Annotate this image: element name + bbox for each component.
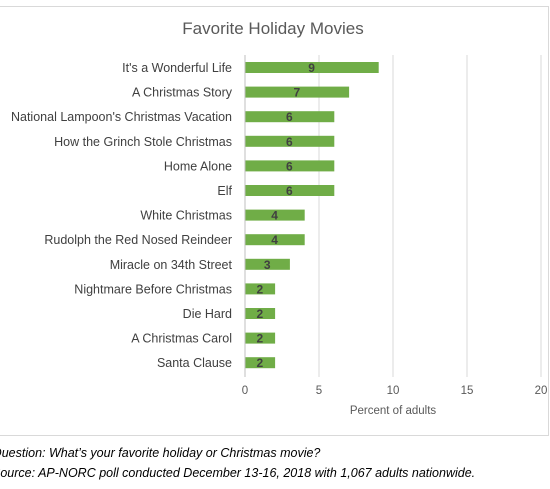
data-label: 9: [308, 61, 315, 75]
data-label: 6: [286, 110, 293, 124]
x-tick-label: 0: [242, 385, 248, 397]
category-label: White Christmas: [140, 209, 232, 223]
category-label: National Lampoon's Christmas Vacation: [11, 110, 232, 124]
x-tick-label: 15: [461, 385, 474, 397]
data-label: 6: [286, 159, 293, 173]
category-label: It's a Wonderful Life: [122, 61, 232, 75]
data-label: 6: [286, 184, 293, 198]
bar: [245, 308, 276, 319]
category-label: Home Alone: [164, 159, 232, 173]
category-label: Rudolph the Red Nosed Reindeer: [44, 233, 232, 247]
x-tick-label: 20: [535, 385, 548, 397]
bar: [245, 258, 290, 270]
x-axis-title: Percent of adults: [350, 405, 437, 417]
question-note: Question: What’s your favorite holiday o…: [0, 446, 321, 460]
data-label: 6: [286, 135, 293, 149]
x-tick-label: 10: [387, 385, 400, 397]
category-label: Miracle on 34th Street: [110, 258, 233, 272]
bar: [245, 332, 276, 344]
data-label: 2: [256, 307, 263, 321]
bar: [245, 86, 350, 98]
bar: [245, 283, 276, 295]
bar: [245, 62, 379, 73]
category-label: A Christmas Carol: [131, 332, 232, 346]
chart-title: Favorite Holiday Movies: [182, 19, 363, 38]
bar: [245, 160, 335, 172]
bar: [245, 185, 335, 196]
category-labels: It's a Wonderful Life A Christmas Story Na…: [11, 61, 233, 370]
category-label: Elf: [217, 184, 232, 198]
category-label: Nightmare Before Christmas: [74, 282, 232, 296]
data-label: 2: [256, 356, 263, 370]
gridlines: [244, 55, 542, 377]
data-label: 4: [271, 209, 278, 223]
data-label: 3: [264, 258, 271, 272]
data-label: 2: [256, 332, 263, 346]
data-label: 4: [271, 233, 278, 247]
bar: [245, 111, 335, 123]
bar: [245, 135, 335, 147]
x-tick-label: 5: [316, 385, 322, 397]
source-note: Source: AP-NORC poll conducted December …: [0, 466, 476, 480]
category-label: Die Hard: [183, 307, 232, 321]
category-label: How the Grinch Stole Christmas: [54, 135, 232, 149]
data-label: 7: [293, 86, 300, 100]
category-label: Santa Clause: [157, 356, 232, 370]
bar: [245, 234, 305, 246]
bar: [245, 357, 276, 369]
chart-frame: [0, 6, 549, 436]
bar: [245, 209, 305, 221]
category-label: A Christmas Story: [132, 86, 233, 100]
data-label: 2: [256, 282, 263, 296]
x-tick-labels: 0 5 10 15 20: [242, 385, 548, 397]
